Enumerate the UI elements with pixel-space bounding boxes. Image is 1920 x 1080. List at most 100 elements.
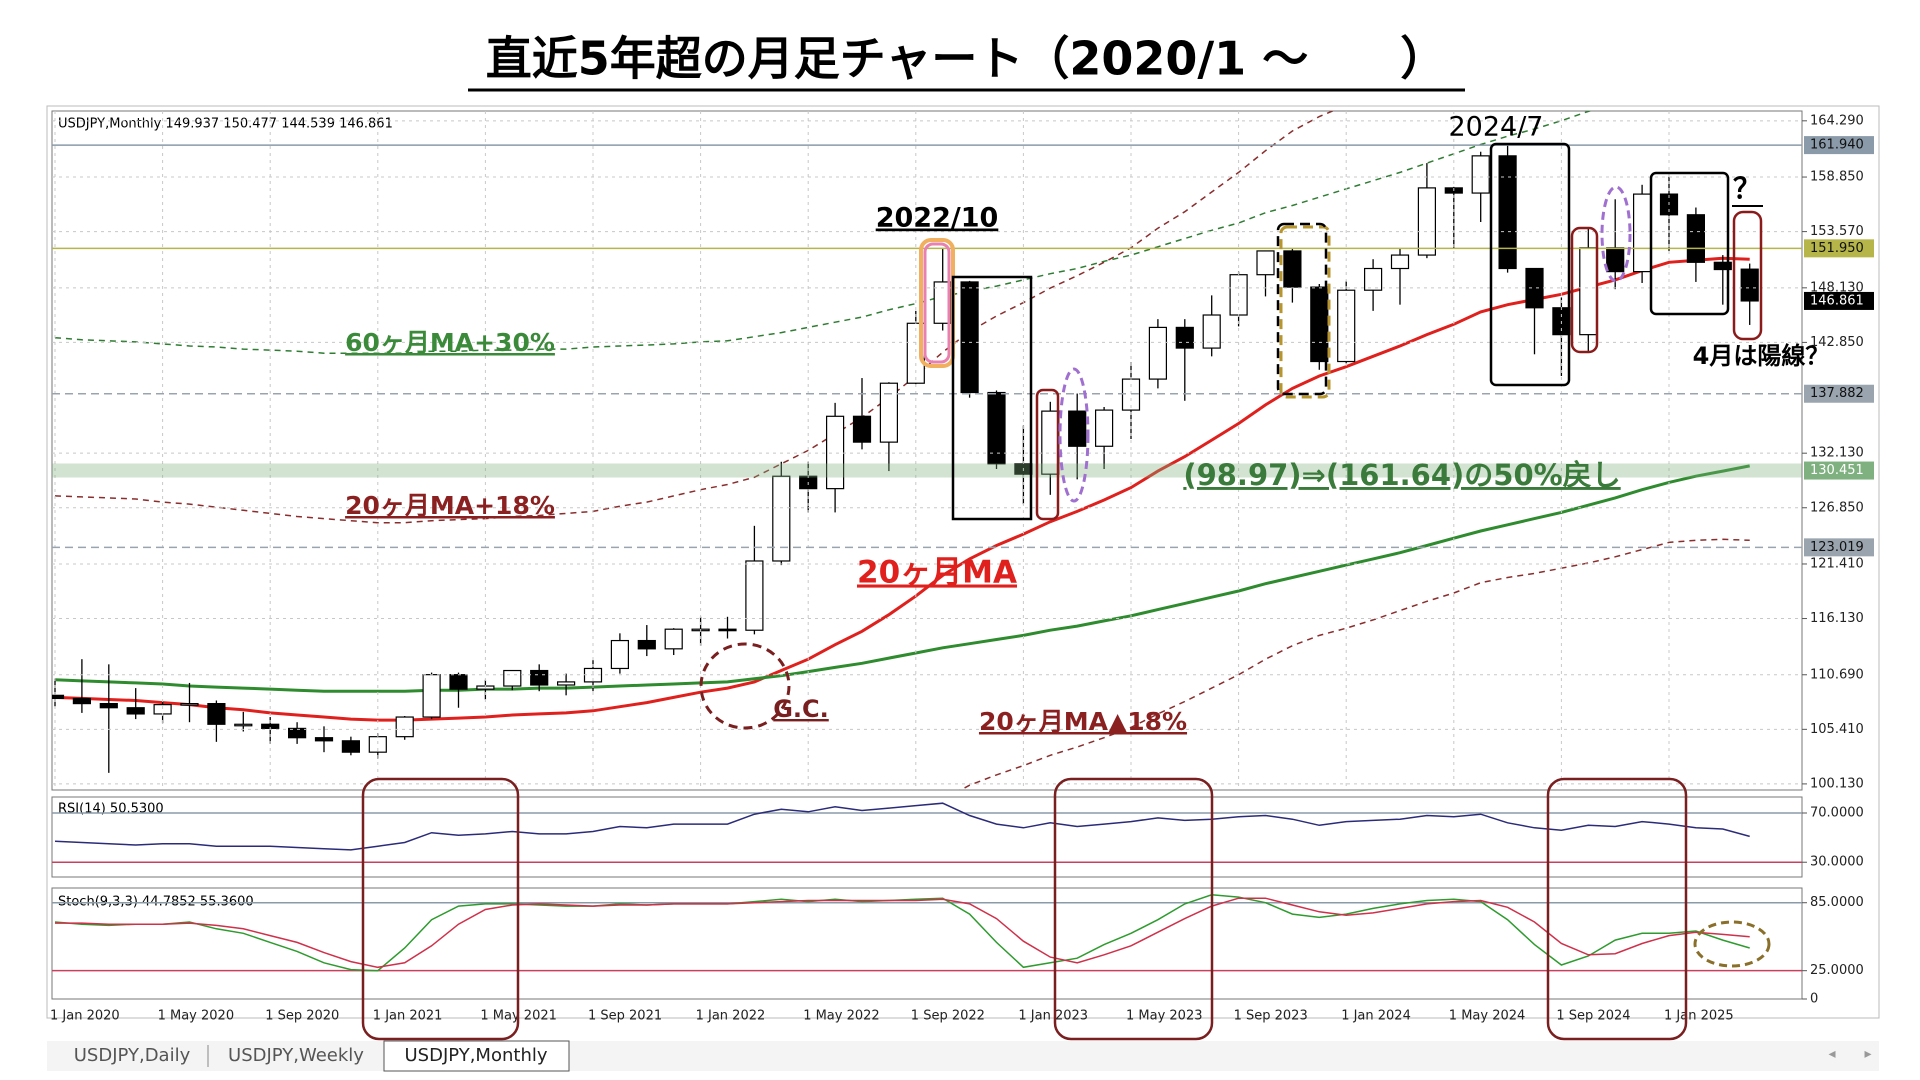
series-line [959, 538, 1750, 790]
candle-body [960, 281, 979, 394]
highlight-box [1279, 225, 1331, 399]
highlight-box [1649, 171, 1730, 316]
y-tick-label: 116.130 [1810, 611, 1864, 626]
candle-body [1606, 247, 1625, 273]
candle-body [314, 737, 334, 742]
annotation: 2024/7 [1449, 112, 1544, 143]
candle-body [610, 639, 630, 670]
x-tick-label: 1 May 2022 [803, 1009, 880, 1024]
candle-body [1686, 214, 1706, 263]
candle-body [234, 723, 253, 727]
series-line [55, 897, 1750, 969]
highlight-box [1489, 142, 1571, 387]
x-tick-label: 1 May 2020 [158, 1009, 235, 1024]
candle-body [718, 628, 737, 632]
level-label: 123.019 [1810, 540, 1864, 555]
candle-body [1417, 187, 1437, 256]
annotation: 20ヶ月MA▲18% [979, 707, 1187, 736]
annotation: 20ヶ月MA [857, 555, 1017, 591]
candle-body [1713, 261, 1732, 271]
candle-body [126, 707, 145, 715]
level-label-box [1804, 291, 1874, 310]
x-tick-label: 1 Jan 2021 [373, 1009, 443, 1024]
highlight-box [951, 275, 1033, 521]
candle-body [422, 674, 441, 718]
x-tick-label: 1 Sep 2024 [1556, 1009, 1630, 1024]
candle-body [1390, 254, 1410, 270]
y-tick-label: 132.130 [1810, 446, 1864, 461]
candle-body [664, 628, 683, 650]
candle-body [72, 697, 92, 705]
stoch-panel [51, 887, 1803, 1000]
main-header: USDJPY,Monthly 149.937 150.477 144.539 1… [58, 117, 393, 132]
x-tick-label: 1 Sep 2023 [1234, 1009, 1308, 1024]
candle-body [1525, 267, 1544, 309]
candle-body [52, 694, 65, 700]
level-label: 146.861 [1810, 293, 1864, 308]
y-tick-label: 158.850 [1810, 170, 1864, 185]
candle-body [637, 639, 656, 650]
candle-body [1068, 410, 1087, 447]
y-tick-label: 164.290 [1810, 113, 1864, 128]
level-label: 161.940 [1810, 138, 1864, 153]
tab[interactable]: USDJPY,Monthly [404, 1045, 547, 1066]
rsi-panel [51, 796, 1803, 878]
highlight-box [1035, 388, 1060, 521]
candle-body [395, 716, 414, 738]
y-tick-label: 121.410 [1810, 556, 1864, 571]
page-title: 直近5年超の月足チャート（2020/1 ～ ） [486, 32, 1446, 86]
terminal-frame [46, 105, 1880, 1019]
candle-body [1202, 314, 1221, 349]
y-tick-label: 142.850 [1810, 335, 1864, 350]
annotation: (98.97)⇒(161.64)の50%戻し [1183, 458, 1620, 492]
y-tick-label: 0 [1810, 992, 1818, 1007]
level-label-box [1804, 461, 1874, 480]
highlight-ellipse [1600, 185, 1632, 283]
candle-body [207, 703, 226, 725]
y-tick-label: 105.410 [1810, 722, 1864, 737]
candle-body [1175, 326, 1194, 349]
candle-body [987, 391, 1006, 465]
highlight-box [1732, 210, 1763, 341]
y-tick-label: 85.0000 [1810, 895, 1864, 910]
candle-body [1579, 247, 1598, 336]
candle-body [1337, 289, 1356, 363]
candle-body [1740, 268, 1759, 302]
x-tick-label: 1 May 2024 [1449, 1009, 1526, 1024]
candle-body [879, 382, 899, 443]
x-tick-label: 1 Sep 2021 [588, 1009, 662, 1024]
annotation: 60ヶ月MA+30% [345, 328, 555, 357]
tab[interactable]: USDJPY,Daily [74, 1045, 191, 1066]
level-label-box [1804, 538, 1874, 557]
y-tick-label: 126.850 [1810, 500, 1864, 515]
gc-circle [699, 642, 791, 730]
candle-body [1256, 250, 1275, 276]
annotation: G.C. [773, 695, 829, 723]
candle-body [852, 415, 872, 443]
level-label-box [1804, 239, 1874, 258]
y-tick-label: 30.0000 [1810, 855, 1864, 870]
level-label-box [1804, 384, 1874, 403]
candle-body [1498, 155, 1517, 270]
series-line [54, 256, 1750, 722]
x-tick-label: 1 Sep 2022 [911, 1009, 985, 1024]
candle-body [503, 669, 522, 687]
highlight-box [1546, 777, 1688, 1041]
candle-body [1363, 267, 1383, 291]
active-tab[interactable] [383, 1040, 570, 1072]
highlight-ellipse [1058, 367, 1090, 503]
candle-body [1094, 409, 1114, 447]
y-tick-label: 148.130 [1810, 280, 1864, 295]
highlight-box [1570, 226, 1599, 354]
highlight-box [361, 777, 520, 1041]
tab[interactable]: USDJPY,Weekly [228, 1045, 364, 1066]
scroll-left[interactable]: ◂ [1828, 1046, 1835, 1062]
x-tick-label: 1 Jan 2022 [696, 1009, 766, 1024]
annotations: 2022/10 2024/7 60ヶ月MA+30% 20ヶ月MA+18% 20ヶ… [345, 112, 1829, 1041]
y-tick-label: 100.130 [1810, 776, 1864, 791]
candle-body [1283, 250, 1302, 288]
scroll-right[interactable]: ▸ [1864, 1046, 1871, 1062]
tab-bar [47, 1041, 1879, 1071]
